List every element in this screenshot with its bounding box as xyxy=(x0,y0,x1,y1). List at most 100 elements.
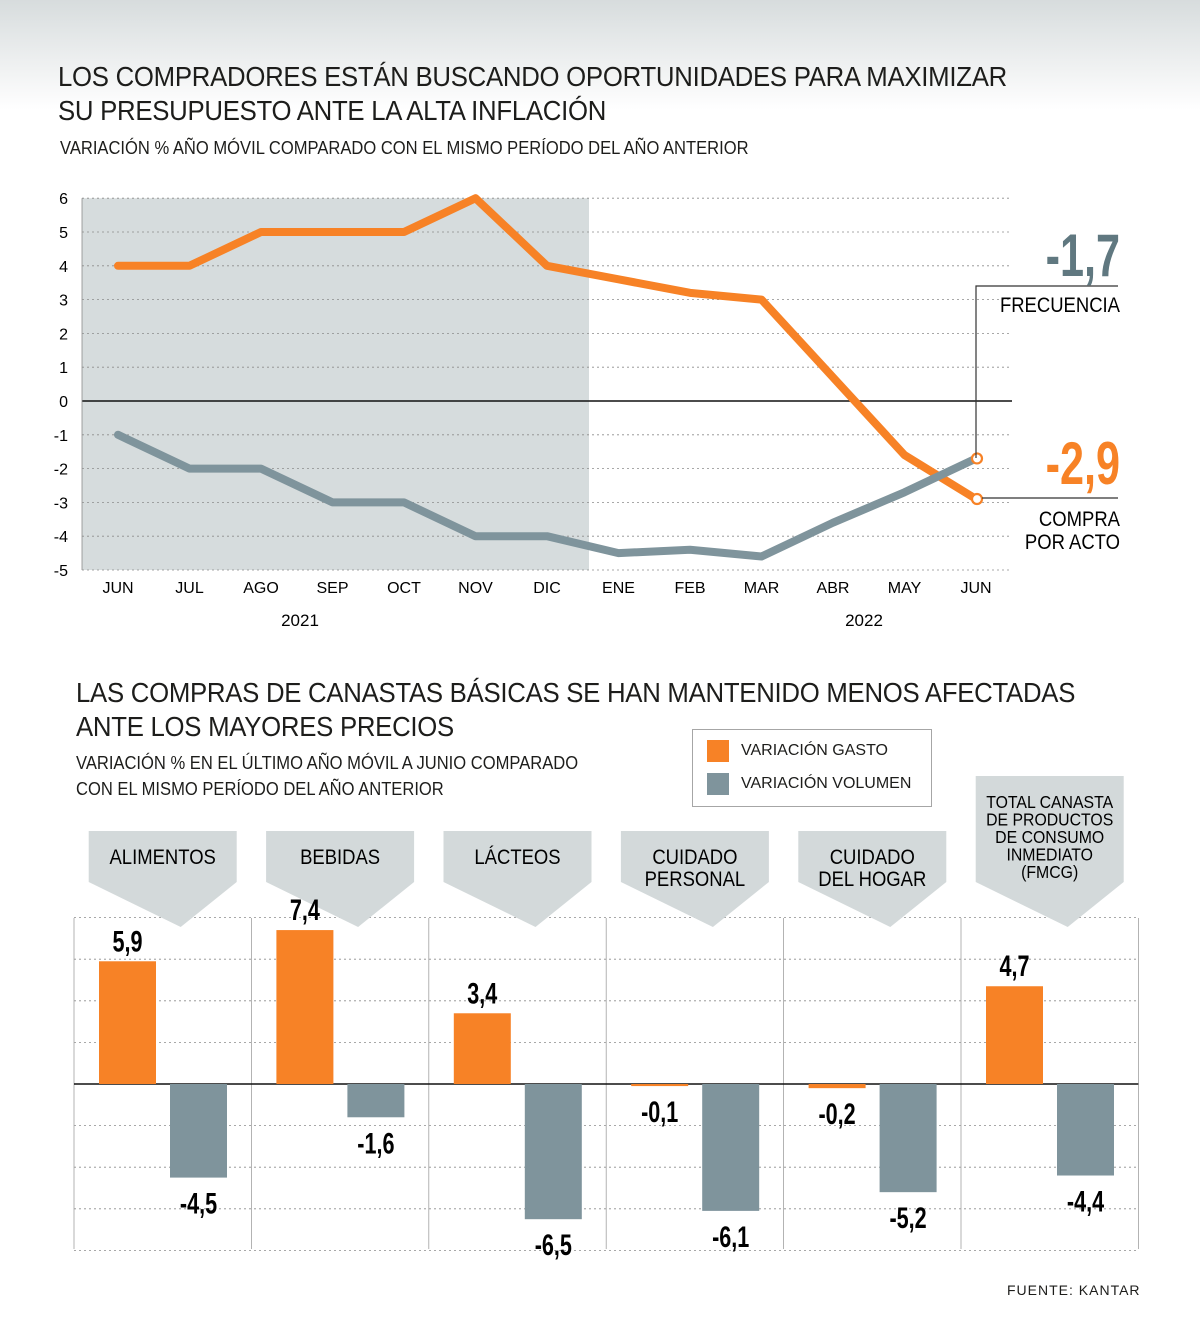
category-label: LÁCTEOS xyxy=(474,845,560,869)
category-banner xyxy=(975,776,1124,927)
y-tick-label: -5 xyxy=(54,563,68,580)
category-label: ALIMENTOS xyxy=(110,846,216,869)
y-tick-label: 1 xyxy=(59,360,68,377)
category-banner xyxy=(266,831,415,927)
category-banner xyxy=(798,831,947,927)
bar-value-label: -0,2 xyxy=(818,1097,855,1131)
bar-value-label: -6,1 xyxy=(712,1219,749,1253)
x-tick-label: AGO xyxy=(243,580,279,597)
category-label: (FMCG) xyxy=(1021,862,1078,882)
bar-value-label: -0,1 xyxy=(641,1095,678,1129)
bar-value-label: -1,6 xyxy=(357,1126,394,1160)
compra-label-line2: POR ACTO xyxy=(1025,531,1120,554)
y-tick-label: 6 xyxy=(59,191,68,208)
category-label: CUIDADO xyxy=(830,846,915,869)
volumen-bar xyxy=(170,1084,227,1178)
category-label: INMEDIATO xyxy=(1006,845,1092,865)
y-tick-label: -1 xyxy=(54,428,68,445)
x-tick-label: MAY xyxy=(888,580,922,597)
category-banner xyxy=(88,831,237,927)
legend-item-volumen: VARIACIÓN VOLUMEN xyxy=(707,772,911,796)
category-label: DE PRODUCTOS xyxy=(986,810,1113,830)
category-banner xyxy=(443,831,592,927)
compra-por-acto-line xyxy=(114,194,980,504)
gasto-bar xyxy=(453,1013,511,1084)
line-chart-series xyxy=(114,194,984,561)
x-tick-label: DIC xyxy=(533,580,561,597)
source-note: FUENTE: KANTAR xyxy=(1007,1282,1141,1298)
line-chart: 6 5 4 3 2 1 0 -1 -2 -3 -4 -5 JUN JUL AGO SEP OCT NOV DIC E… xyxy=(54,191,1121,630)
frecuencia-label: FRECUENCIA xyxy=(1000,294,1121,317)
x-tick-label: ABR xyxy=(817,580,850,597)
frecuencia-end-marker xyxy=(970,452,984,465)
gasto-bar xyxy=(631,1084,689,1087)
y-tick-label: 0 xyxy=(59,394,68,411)
legend-label-volumen: VARIACIÓN VOLUMEN xyxy=(741,775,912,792)
gasto-bar xyxy=(808,1084,866,1089)
bar-chart-category-banners: ALIMENTOS BEBIDAS LÁCTEOS CUIDADOPERSONALCU… xyxy=(88,776,1124,927)
y-tick-label: -3 xyxy=(54,495,68,512)
shaded-period-2021 xyxy=(82,198,589,570)
category-label: TOTAL CANASTA xyxy=(986,792,1114,812)
line-chart-y-axis: 6 5 4 3 2 1 0 -1 -2 -3 -4 -5 xyxy=(54,191,68,580)
bar-value-label: 5,9 xyxy=(112,924,142,958)
bar-value-label: -5,2 xyxy=(889,1201,926,1235)
bar-chart-grid xyxy=(73,917,1139,1251)
y-tick-label: -2 xyxy=(54,462,68,479)
year-label-2022: 2022 xyxy=(845,611,883,630)
frecuencia-leader-line xyxy=(975,285,1118,458)
bar-value-label: -4,4 xyxy=(1067,1184,1105,1218)
volumen-bar xyxy=(524,1084,582,1220)
line-chart-x-axis: JUN JUL AGO SEP OCT NOV DIC ENE FEB MAR ABR MAY JUN xyxy=(102,580,991,597)
compra-value: -2,9 xyxy=(1046,431,1120,498)
bar-value-label: 7,4 xyxy=(290,893,320,927)
x-tick-label: JUN xyxy=(960,580,991,597)
volumen-bar xyxy=(702,1084,760,1211)
legend-item-gasto: VARIACIÓN GASTO xyxy=(707,739,888,763)
compra-end-marker xyxy=(970,492,984,506)
compra-label-line1: COMPRA xyxy=(1039,508,1121,531)
category-label: BEBIDAS xyxy=(300,846,380,869)
bar-value-label: -6,5 xyxy=(535,1228,572,1262)
frecuencia-value: -1,7 xyxy=(1046,223,1120,290)
bar-chart-title-line2: ANTE LOS MAYORES PRECIOS xyxy=(76,711,454,742)
legend-label-gasto: VARIACIÓN GASTO xyxy=(741,742,888,759)
y-tick-label: 4 xyxy=(59,259,68,276)
x-tick-label: OCT xyxy=(387,580,421,597)
gasto-bar xyxy=(276,930,334,1084)
bar-chart-title-line1: LAS COMPRAS DE CANASTAS BÁSICAS SE HAN M… xyxy=(76,677,1076,708)
legend-swatch-volumen xyxy=(707,773,729,795)
gasto-bar xyxy=(986,986,1043,1084)
bar-value-label: 4,7 xyxy=(999,949,1029,983)
category-label: CUIDADO xyxy=(652,846,737,869)
line-chart-title-line2: SU PRESUPUESTO ANTE LA ALTA INFLACIÓN xyxy=(58,95,607,126)
y-tick-label: 3 xyxy=(59,293,68,310)
x-tick-label: JUN xyxy=(102,580,133,597)
bar-chart-subtitle-line2: CON EL MISMO PERÍODO DEL AÑO ANTERIOR xyxy=(76,779,444,799)
year-label-2021: 2021 xyxy=(281,611,319,630)
y-tick-label: 5 xyxy=(59,225,68,242)
x-tick-label: SEP xyxy=(316,580,348,597)
category-label: DEL HOGAR xyxy=(818,868,926,891)
gasto-bar xyxy=(99,961,156,1084)
x-tick-label: MAR xyxy=(744,580,780,597)
bar-value-label: 3,4 xyxy=(467,976,497,1010)
y-tick-label: 2 xyxy=(59,326,68,343)
category-label: PERSONAL xyxy=(645,868,746,891)
bar-chart-subtitle-line1: VARIACIÓN % EN EL ÚLTIMO AÑO MÓVIL A JUN… xyxy=(76,753,579,773)
legend-swatch-gasto xyxy=(707,740,729,762)
x-tick-label: JUL xyxy=(175,580,204,597)
volumen-bar xyxy=(1057,1084,1114,1176)
frecuencia-line xyxy=(114,430,980,561)
line-chart-title-line1: LOS COMPRADORES ESTÁN BUSCANDO OPORTUNID… xyxy=(58,61,1007,92)
bar-chart-bars: 5,9 7,4 3,4 -0,1 -0,2 4,7 -4,5 -1,6 -6,5 -6,1 -5,2… xyxy=(99,893,1114,1262)
volumen-bar xyxy=(347,1084,405,1118)
bar-value-label: -4,5 xyxy=(180,1186,217,1220)
x-tick-label: NOV xyxy=(458,580,493,597)
line-chart-subtitle: VARIACIÓN % AÑO MÓVIL COMPARADO CON EL M… xyxy=(60,138,749,158)
y-tick-label: -4 xyxy=(54,529,68,546)
x-tick-label: FEB xyxy=(674,580,705,597)
bar-chart-legend: VARIACIÓN GASTO VARIACIÓN VOLUMEN xyxy=(692,729,932,807)
category-banner xyxy=(620,831,769,927)
